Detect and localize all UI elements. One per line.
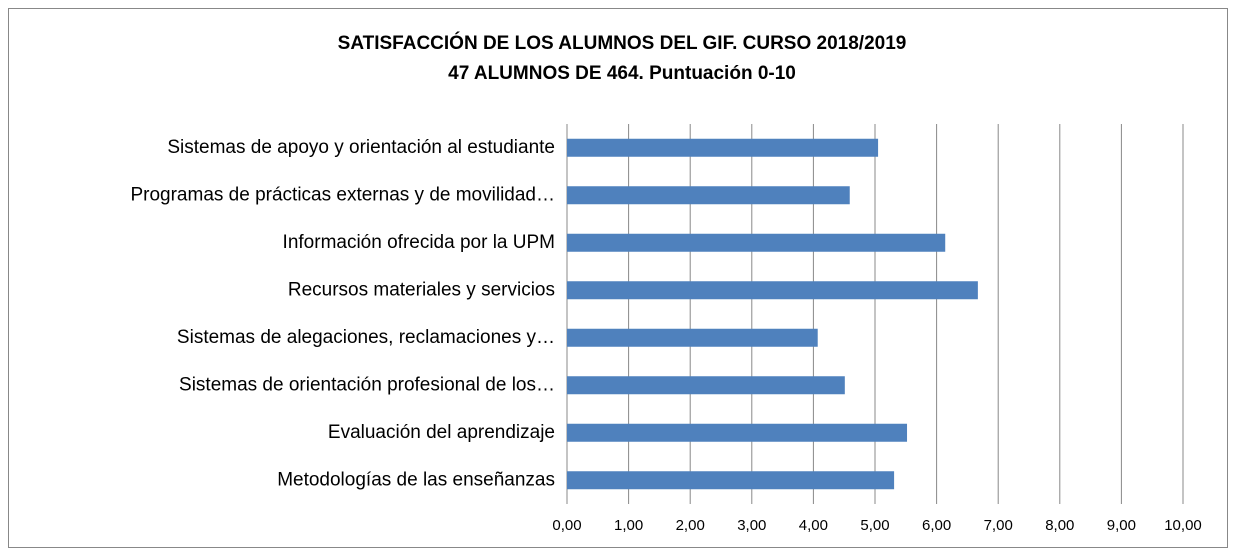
bar bbox=[567, 186, 850, 205]
bar bbox=[567, 138, 879, 157]
x-tick-label: 6,00 bbox=[922, 517, 951, 534]
bar bbox=[567, 328, 818, 347]
bar bbox=[567, 376, 845, 395]
x-tick-label: 2,00 bbox=[676, 517, 705, 534]
y-tick-label: Información ofrecida por la UPM bbox=[283, 232, 555, 253]
chart-border bbox=[8, 8, 1228, 548]
bar bbox=[567, 423, 908, 442]
y-tick-label: Metodologías de las enseñanzas bbox=[277, 469, 555, 490]
x-tick-label: 3,00 bbox=[737, 517, 766, 534]
x-tick-label: 10,00 bbox=[1164, 517, 1202, 534]
chart-subtitle: 47 ALUMNOS DE 464. Puntuación 0-10 bbox=[448, 63, 796, 84]
y-tick-label: Recursos materiales y servicios bbox=[288, 279, 555, 300]
x-tick-label: 0,00 bbox=[552, 517, 581, 534]
chart-title: SATISFACCIÓN DE LOS ALUMNOS DEL GIF. CUR… bbox=[338, 32, 907, 54]
x-tick-label: 7,00 bbox=[984, 517, 1013, 534]
bar bbox=[567, 281, 978, 300]
x-tick-label: 4,00 bbox=[799, 517, 828, 534]
bar bbox=[567, 233, 946, 252]
y-tick-label: Sistemas de alegaciones, reclamaciones y… bbox=[177, 327, 555, 348]
x-tick-label: 1,00 bbox=[614, 517, 643, 534]
y-tick-label: Evaluación del aprendizaje bbox=[328, 422, 555, 443]
bar bbox=[567, 471, 895, 490]
y-tick-label: Sistemas de apoyo y orientación al estud… bbox=[167, 137, 555, 158]
x-tick-label: 8,00 bbox=[1045, 517, 1074, 534]
y-tick-label: Programas de prácticas externas y de mov… bbox=[130, 184, 555, 205]
x-tick-label: 5,00 bbox=[860, 517, 889, 534]
x-tick-label: 9,00 bbox=[1107, 517, 1136, 534]
y-tick-label: Sistemas de orientación profesional de l… bbox=[179, 374, 555, 395]
